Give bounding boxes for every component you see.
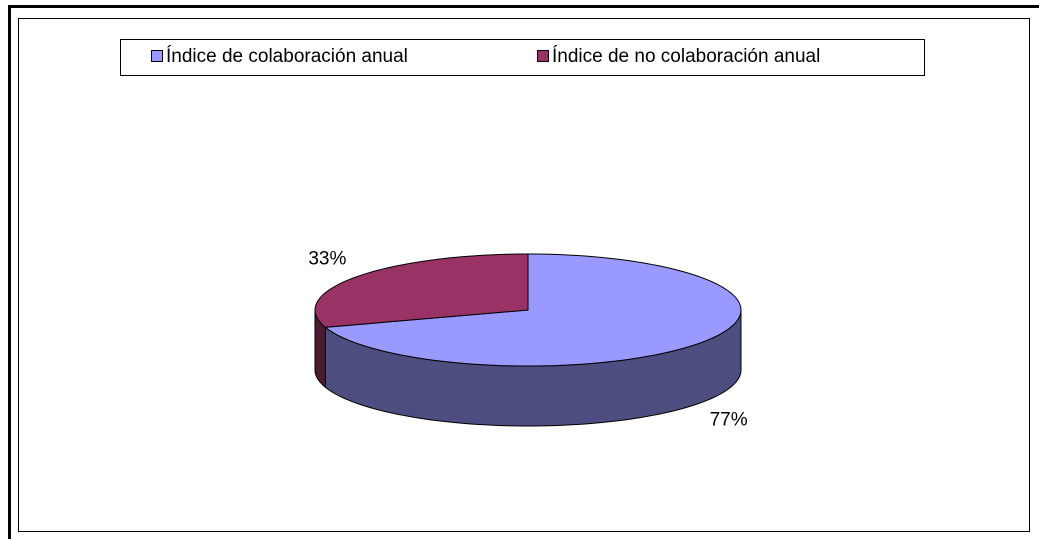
slice [314,253,529,328]
chart-area [18,18,1030,532]
data-label: 33% [308,248,346,269]
legend [120,39,925,76]
legend-swatch [151,50,163,62]
slice [324,253,742,367]
data-label: 77% [710,410,748,431]
legend-swatch [537,50,549,62]
legend-label: Índice de colaboración anual [166,46,408,67]
legend-label: Índice de no colaboración anual [552,46,820,67]
